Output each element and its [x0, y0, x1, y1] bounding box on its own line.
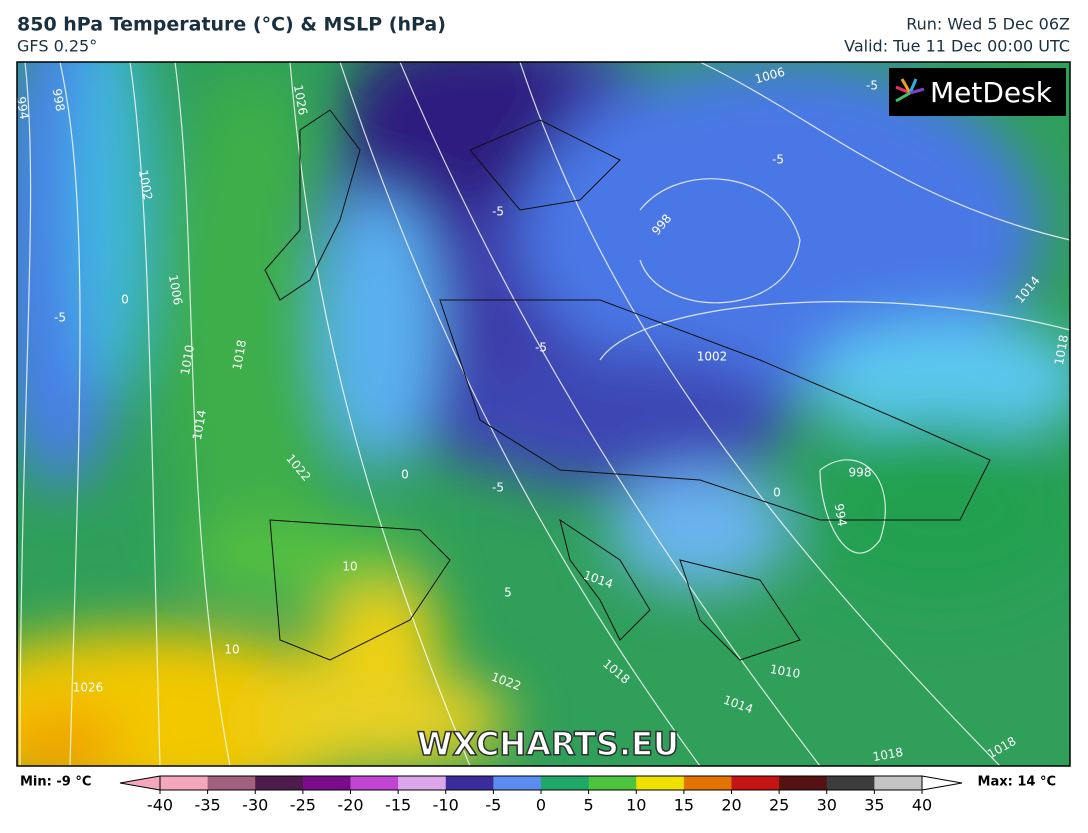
colorbar-segment: [826, 776, 875, 790]
colorbar-segment: [255, 776, 304, 790]
watermark: WXCHARTS.EU: [417, 725, 679, 763]
map-label: -5: [866, 79, 878, 93]
colorbar-tick-label: -40: [147, 796, 173, 815]
colorbar-tick-label: 5: [584, 796, 594, 815]
colorbar-segment: [636, 776, 685, 790]
colorbar-tick-label: 15: [674, 796, 694, 815]
colorbar-segment: [874, 776, 923, 790]
map-label: 0: [121, 293, 129, 307]
map-label: -5: [772, 153, 784, 167]
map-label: 1018: [872, 745, 905, 764]
map-label: 1002: [697, 350, 728, 364]
map-label: 1002: [136, 169, 155, 202]
map-label: 1018: [230, 339, 249, 372]
map-label: 1006: [166, 274, 185, 307]
colorbar-tick-label: 25: [769, 796, 789, 815]
colorbar-tick-label: -25: [290, 796, 316, 815]
colorbar-segment: [779, 776, 828, 790]
colorbar-segment: [731, 776, 780, 790]
colorbar-segment: [398, 776, 447, 790]
colorbar-segment: [302, 776, 351, 790]
colorbar-segment: [541, 776, 590, 790]
max-label: Max: 14 °C: [978, 775, 1056, 790]
logo-icon: [895, 78, 925, 103]
colorbar-tick-label: -5: [485, 796, 501, 815]
map-label: 0: [773, 486, 781, 500]
colorbar-arrow-left: [119, 775, 161, 791]
map-label: 1018: [1052, 334, 1071, 367]
run: Run: Wed 5 Dec 06Z: [906, 15, 1070, 34]
map-label: 994: [14, 95, 32, 120]
map-label: 998: [849, 466, 872, 480]
map-label: 0: [401, 468, 409, 482]
map-frame: [16, 61, 1071, 767]
map-label: 994: [832, 502, 850, 527]
colorbar-tick-label: 35: [864, 796, 884, 815]
map-label: 1026: [73, 681, 104, 695]
colorbar-segment: [207, 776, 256, 790]
colorbar-tick-label: -30: [242, 796, 268, 815]
colorbar-segment: [350, 776, 399, 790]
map-label: 5: [504, 586, 512, 600]
colorbar-segment: [683, 776, 732, 790]
title: 850 hPa Temperature (°C) & MSLP (hPa): [17, 14, 446, 36]
colorbar-tick-label: 30: [817, 796, 837, 815]
colorbar-tick-label: -20: [337, 796, 363, 815]
min-label: Min: -9 °C: [20, 775, 91, 790]
colorbar-segment: [493, 776, 542, 790]
map-label: 1026: [291, 84, 310, 117]
colorbar-segment: [160, 776, 209, 790]
valid: Valid: Tue 11 Dec 00:00 UTC: [844, 37, 1070, 56]
colorbar-tick-label: -35: [195, 796, 221, 815]
colorbar-tick-label: 40: [912, 796, 932, 815]
map-label: -5: [54, 311, 66, 325]
colorbar-tick-label: -10: [433, 796, 459, 815]
colorbar-tick-label: 0: [536, 796, 546, 815]
map-label: 1014: [190, 409, 209, 442]
map-label: -5: [492, 481, 504, 495]
colorbar-segment: [445, 776, 494, 790]
colorbar-arrow-right: [921, 775, 963, 791]
colorbar-tick-label: 20: [721, 796, 741, 815]
map-label: 10: [342, 560, 357, 574]
colorbar-segment: [588, 776, 637, 790]
map-label: 1010: [769, 662, 802, 681]
map-label: 1010: [178, 344, 197, 377]
map-label: 998: [50, 87, 68, 112]
map-label: 10: [224, 643, 239, 657]
model: GFS 0.25°: [17, 37, 97, 56]
logo: MetDesk: [930, 76, 1053, 109]
colorbar-tick-label: 10: [626, 796, 646, 815]
map-label: -5: [492, 205, 504, 219]
map-label: -5: [535, 341, 547, 355]
colorbar-tick-label: -15: [385, 796, 411, 815]
